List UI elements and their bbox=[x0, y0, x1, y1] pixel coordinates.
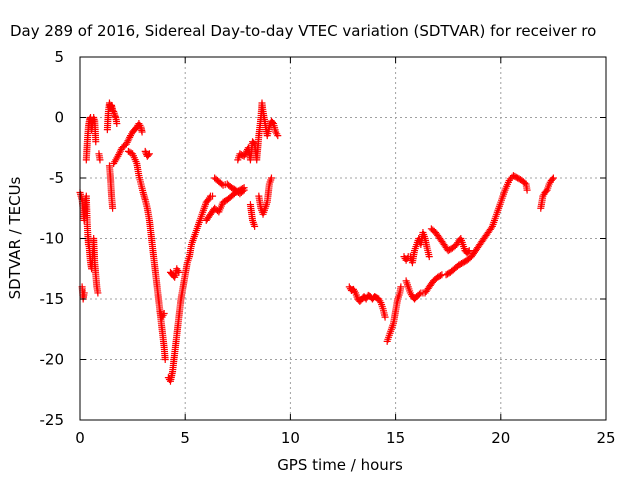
data-point bbox=[92, 138, 100, 146]
y-tick-label: -25 bbox=[40, 411, 65, 429]
data-point bbox=[240, 186, 248, 194]
data-point bbox=[115, 151, 123, 159]
data-point bbox=[464, 248, 472, 256]
data-point bbox=[116, 147, 124, 155]
data-point bbox=[250, 139, 258, 147]
data-point bbox=[96, 156, 104, 164]
data-point bbox=[381, 313, 389, 321]
data-point bbox=[523, 186, 531, 194]
data-point bbox=[144, 151, 152, 159]
x-tick-label: 10 bbox=[281, 429, 300, 447]
data-point bbox=[251, 222, 259, 230]
data-point bbox=[548, 175, 556, 183]
data-point bbox=[397, 283, 405, 291]
x-tick-label: 5 bbox=[180, 429, 190, 447]
data-point bbox=[274, 132, 282, 140]
y-axis-title: SDTVAR / TECUs bbox=[6, 176, 24, 299]
y-tick-label: 5 bbox=[54, 48, 64, 66]
data-point bbox=[425, 253, 433, 261]
x-tick-label: 15 bbox=[386, 429, 405, 447]
data-point bbox=[269, 118, 277, 126]
grid-layer bbox=[80, 57, 606, 420]
x-axis-title: GPS time / hours bbox=[277, 456, 403, 474]
data-marks-layer bbox=[76, 99, 557, 385]
data-point bbox=[239, 187, 247, 195]
data-point bbox=[125, 135, 133, 143]
x-tick-label: 0 bbox=[75, 429, 85, 447]
data-point bbox=[465, 247, 473, 255]
data-point bbox=[124, 137, 132, 145]
y-tick-label: -15 bbox=[40, 290, 65, 308]
data-point bbox=[141, 147, 149, 155]
data-point bbox=[123, 138, 131, 146]
data-point bbox=[175, 268, 183, 276]
data-point bbox=[487, 224, 495, 232]
x-tick-label: 25 bbox=[596, 429, 615, 447]
data-point bbox=[160, 310, 168, 318]
data-point bbox=[209, 192, 217, 200]
data-point bbox=[145, 150, 153, 158]
data-point bbox=[80, 289, 88, 297]
data-point bbox=[241, 151, 249, 159]
chart-title: Day 289 of 2016, Sidereal Day-to-day VTE… bbox=[10, 22, 596, 40]
y-tick-label: -20 bbox=[40, 351, 65, 369]
data-point bbox=[122, 140, 130, 148]
y-tick-label: -5 bbox=[49, 169, 64, 187]
data-point bbox=[126, 133, 134, 141]
data-point bbox=[109, 106, 117, 114]
data-point bbox=[436, 272, 444, 280]
ticks-layer: 0 5 10 15 20 25 -25 -20 -15 -10 -5 0 5 bbox=[40, 48, 616, 447]
data-point bbox=[114, 152, 122, 160]
y-tick-label: 0 bbox=[54, 109, 64, 127]
y-tick-label: -10 bbox=[40, 230, 65, 248]
data-point bbox=[138, 128, 146, 136]
data-point bbox=[94, 289, 102, 297]
x-tick-label: 20 bbox=[491, 429, 510, 447]
data-point bbox=[161, 356, 169, 363]
data-point bbox=[549, 174, 557, 182]
data-point bbox=[415, 290, 423, 298]
data-point bbox=[116, 149, 124, 157]
data-point bbox=[109, 204, 117, 212]
data-point bbox=[267, 174, 275, 182]
data-point bbox=[113, 120, 121, 128]
